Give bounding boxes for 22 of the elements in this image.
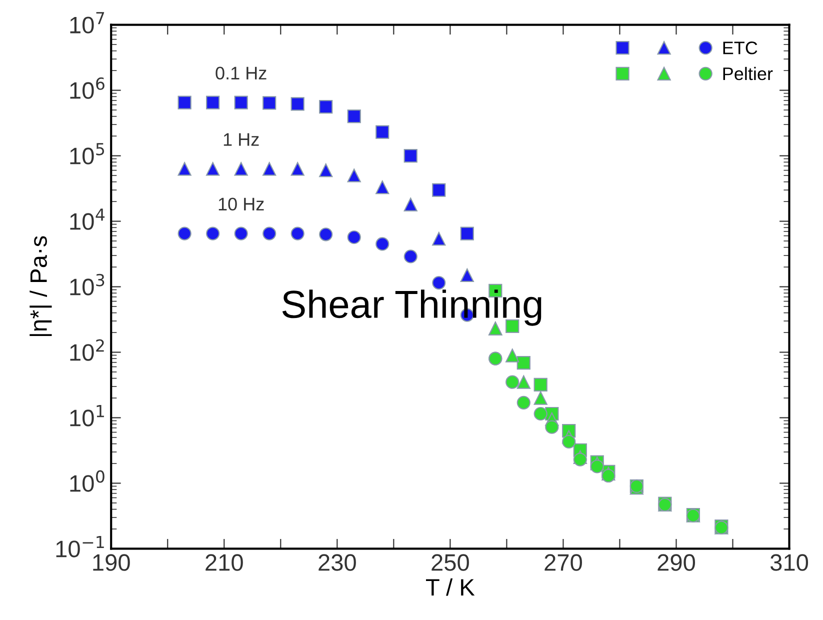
y-tick-label: 10$^{2}$: [70, 339, 104, 361]
y-axis-title: |η*| / Pa·s: [30, 236, 52, 336]
y-tick-label: 10$^{5}$: [70, 143, 104, 164]
y-tick-label: 10$^{7}$: [70, 12, 104, 34]
x-tick-label: 310: [770, 554, 808, 571]
annotation: 10 Hz: [218, 198, 264, 210]
x-tick-label: 270: [544, 554, 582, 571]
x-tick-label: 290: [658, 554, 696, 571]
y-tick-label: 10$^{1}$: [70, 405, 104, 426]
x-tick-label: 230: [318, 554, 356, 571]
legend-label: ETC: [723, 42, 758, 54]
x-tick-label: 210: [206, 554, 243, 571]
legend-label: Peltier: [723, 66, 773, 80]
y-tick-label: 10$^{3}$: [70, 274, 104, 296]
annotation: 1 Hz: [224, 133, 259, 146]
x-axis-title: T / K: [426, 578, 475, 596]
x-tick-label: 250: [432, 554, 469, 571]
y-tick-label: 10$^{4}$: [70, 208, 105, 230]
annotation: 0.1 Hz: [216, 66, 266, 80]
y-tick-label: 10$^{0}$: [70, 470, 104, 492]
annotation: Shear Thinning: [282, 290, 542, 326]
y-tick-label: 10$^{6}$: [70, 77, 104, 99]
